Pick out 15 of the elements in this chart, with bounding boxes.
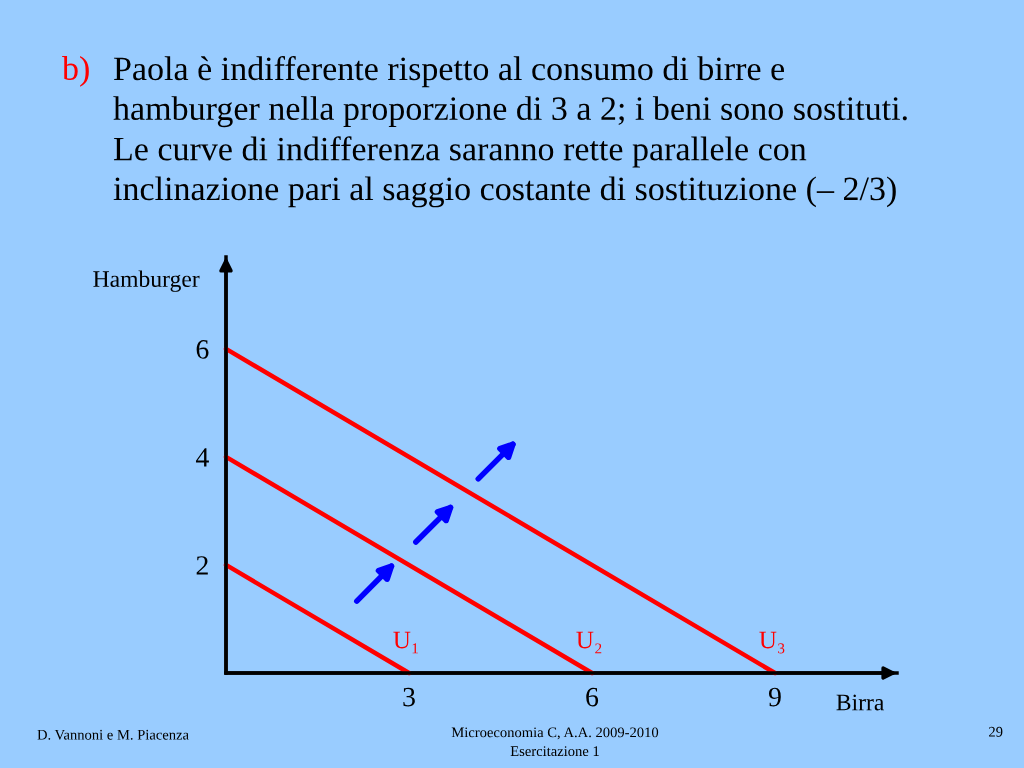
y-tick-label: 6 bbox=[196, 340, 209, 359]
y-tick-label: 4 bbox=[195, 448, 209, 467]
series-label: U₂ bbox=[576, 631, 602, 654]
series-label: U₃ bbox=[759, 631, 785, 654]
x-tick-label: 9 bbox=[768, 687, 781, 707]
x-tick-label: 6 bbox=[586, 687, 599, 707]
chart-title: b) Paola è indifferente rispetto al consumo di birre e hamburger nella proporzione di 3 a 2; i beni sono sostituti. Le curve di indifferenza saranno rette parallele con inclinazione pari al saggio costante di sostituzione (– 2/3) bbox=[62, 56, 907, 208]
y-tick-label: 2 bbox=[196, 556, 208, 575]
y-axis-title: Hamburger bbox=[93, 270, 200, 292]
text: Microeconomia C, A.A. 2009-2010 Esercitazione 1 bbox=[451, 727, 659, 757]
series-label: U₁ bbox=[393, 631, 418, 654]
x-tick-label: 3 bbox=[403, 687, 415, 707]
x-axis-title: Birra bbox=[836, 694, 885, 711]
text: D. Vannoni e M. Piacenza bbox=[37, 729, 189, 740]
text: 29 bbox=[989, 726, 1003, 737]
